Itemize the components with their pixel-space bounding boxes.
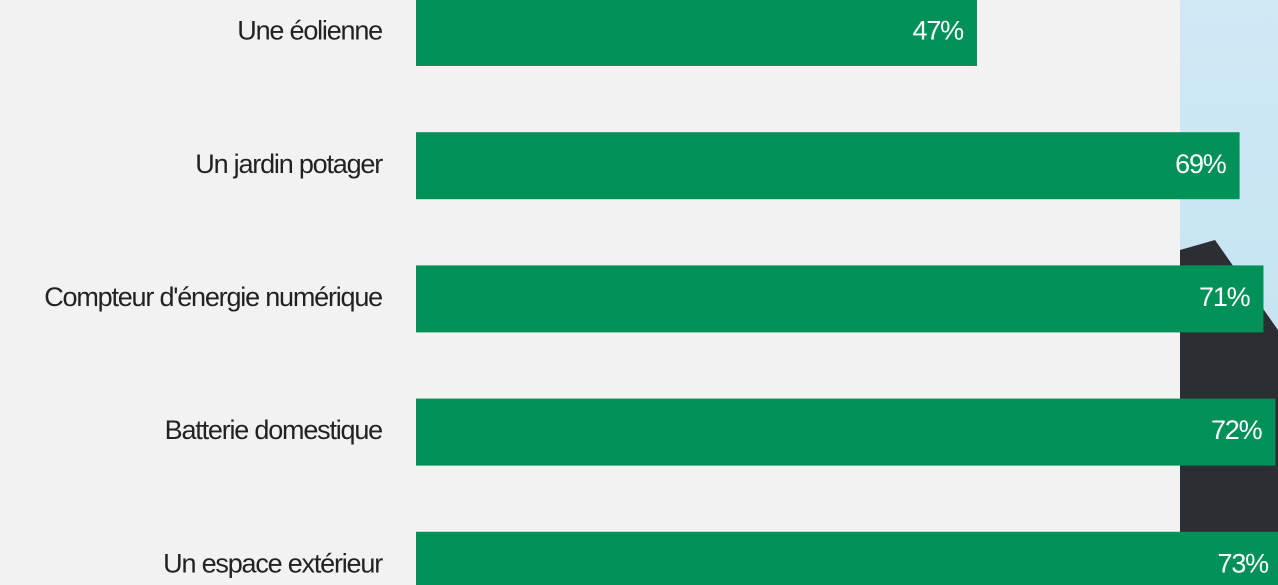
value-label: 69% xyxy=(1175,149,1227,179)
category-label: Un jardin potager xyxy=(195,149,383,179)
category-label: Batterie domestique xyxy=(165,415,383,445)
bar xyxy=(416,532,1278,585)
bar xyxy=(416,0,977,66)
bar xyxy=(416,399,1275,466)
value-label: 47% xyxy=(913,16,965,46)
category-label: Une éolienne xyxy=(237,16,382,46)
bar xyxy=(416,265,1263,332)
category-label: Compteur d'énergie numérique xyxy=(44,282,382,312)
bar xyxy=(416,132,1240,199)
value-label: 71% xyxy=(1199,282,1251,312)
value-label: 73% xyxy=(1218,548,1270,578)
page: Une éolienne 47% Un jardin potager 69% Compt… xyxy=(0,0,1278,585)
chart: Une éolienne 47% Un jardin potager 69% Compt… xyxy=(0,0,1278,585)
category-label: Un espace extérieur xyxy=(163,548,383,578)
value-label: 72% xyxy=(1211,415,1263,445)
